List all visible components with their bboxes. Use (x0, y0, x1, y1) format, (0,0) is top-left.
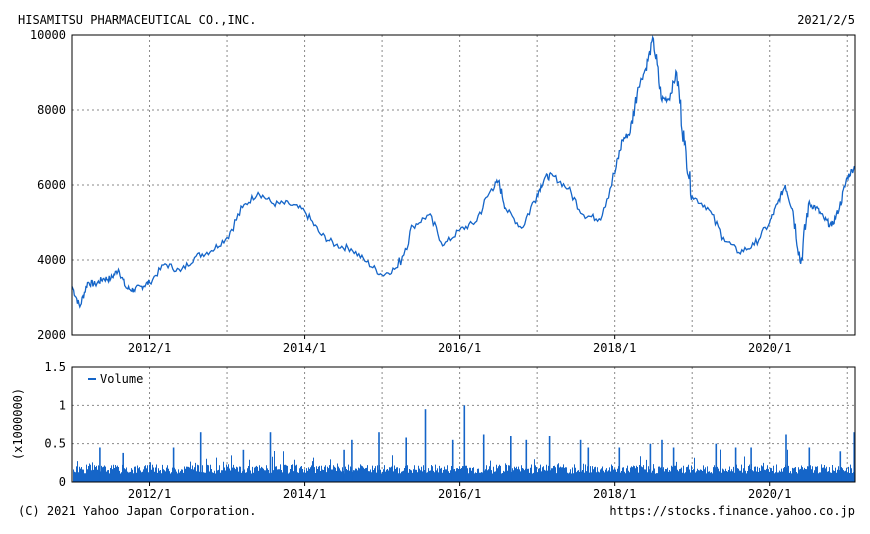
volume-x-tick-label: 2012/1 (128, 487, 171, 501)
volume-spike (405, 437, 407, 482)
price-plot-frame (71, 34, 856, 336)
volume-spike (424, 409, 427, 482)
volume-spike (199, 432, 202, 482)
volume-spikes (99, 405, 855, 482)
volume-spike (672, 447, 675, 482)
source-url[interactable]: https://stocks.finance.yahoo.co.jp (609, 504, 855, 518)
volume-spike (548, 436, 551, 482)
price-x-tick-label: 2018/1 (593, 341, 636, 355)
volume-spike (463, 405, 466, 482)
volume-spike (715, 443, 718, 482)
volume-spike (122, 452, 124, 482)
volume-spike (451, 439, 454, 482)
volume-spike (378, 432, 380, 482)
volume-spike (242, 449, 245, 482)
volume-spike (661, 439, 663, 482)
volume-spike (269, 432, 272, 482)
volume-plot-frame (71, 366, 856, 483)
volume-x-tick-label: 2016/1 (438, 487, 481, 501)
copyright-text: (C) 2021 Yahoo Japan Corporation. (18, 504, 256, 518)
volume-y-tick-label: 1 (59, 398, 66, 412)
volume-spike (510, 436, 512, 482)
price-line (71, 34, 856, 309)
volume-spike (785, 434, 787, 482)
price-y-tick-label: 4000 (37, 253, 66, 267)
volume-y-axis: 1.5 1 0.5 0 (44, 360, 66, 489)
price-y-tick-label: 2000 (37, 328, 66, 342)
chart-date: 2021/2/5 (797, 13, 855, 27)
volume-y-tick-label: 0 (59, 475, 66, 489)
volume-spike (618, 447, 621, 482)
volume-spike (525, 439, 528, 482)
volume-spike (579, 439, 582, 482)
volume-panel: 1.510.50 2012/1 2014/1 2016/1 2018/1 2020/1 … (11, 360, 856, 501)
price-x-tick-label: 2014/1 (283, 341, 326, 355)
price-y-tick-label: 8000 (37, 103, 66, 117)
volume-spike (750, 447, 752, 482)
volume-spike (734, 447, 737, 482)
volume-x-axis: 2012/1 2014/1 2016/1 2018/1 2020/1 (128, 482, 791, 501)
volume-spike (172, 447, 175, 482)
price-x-tick-label: 2016/1 (438, 341, 481, 355)
volume-x-tick-label: 2014/1 (283, 487, 326, 501)
price-x-tick-label: 2020/1 (748, 341, 791, 355)
volume-unit-label: (x1000000) (11, 388, 25, 460)
volume-x-tick-label: 2018/1 (593, 487, 636, 501)
volume-y-tick-label: 0.5 (44, 437, 66, 451)
volume-x-tick-label: 2020/1 (748, 487, 791, 501)
volume-spike (649, 443, 652, 482)
company-title: HISAMITSU PHARMACEUTICAL CO.,INC. (18, 13, 256, 27)
volume-spike (839, 451, 842, 482)
volume-spike (482, 434, 485, 482)
price-y-tick-label: 6000 (37, 178, 66, 192)
price-y-axis: 10000 8000 6000 4000 2000 (30, 28, 66, 342)
volume-y-tick-label: 1.5 (44, 360, 66, 374)
price-y-tick-label: 10000 (30, 28, 66, 42)
price-x-axis: 2012/1 2014/1 2016/1 2018/1 2020/1 (128, 335, 791, 355)
volume-spike (351, 439, 353, 482)
price-gridlines (72, 35, 855, 335)
volume-bars (73, 449, 855, 482)
volume-spike (343, 449, 345, 482)
price-x-tick-label: 2012/1 (128, 341, 171, 355)
volume-spike (853, 432, 855, 482)
volume-spike (99, 447, 101, 482)
volume-spike (587, 447, 590, 482)
price-panel: 10000 8000 6000 4000 2000 2012/1 2014/1 2016/1… (30, 28, 856, 355)
volume-spike (808, 447, 811, 482)
legend-label-volume: Volume (100, 372, 143, 386)
